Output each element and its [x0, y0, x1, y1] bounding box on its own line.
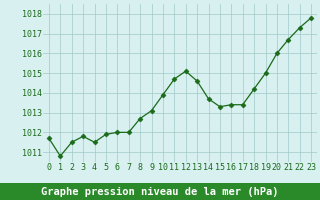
Text: Graphe pression niveau de la mer (hPa): Graphe pression niveau de la mer (hPa)	[41, 187, 279, 197]
